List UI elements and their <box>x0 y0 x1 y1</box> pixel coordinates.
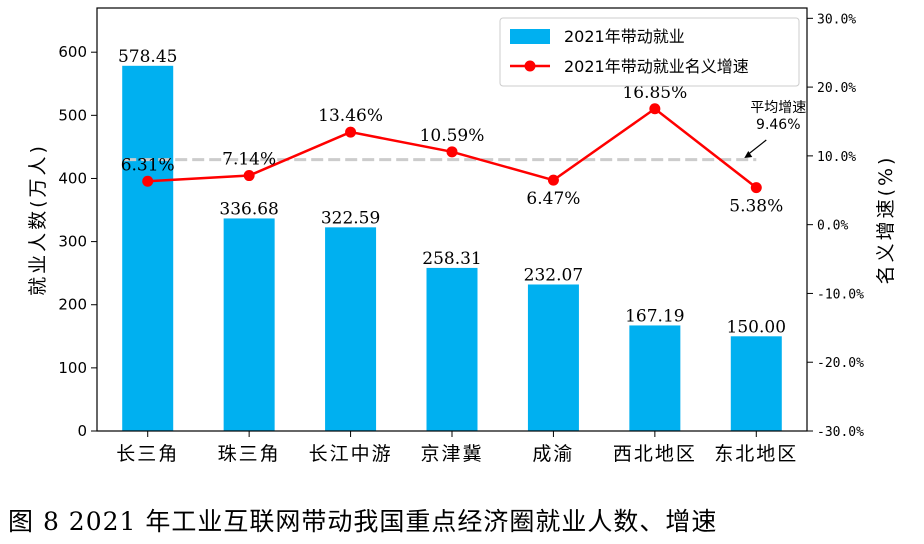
legend: 2021年带动就业 2021年带动就业名义增速 <box>499 17 800 87</box>
left-tick-label-2: 100 <box>58 359 87 377</box>
growth-value-label-3: 13.46% <box>318 106 383 126</box>
growth-value-label-2: 7.14% <box>222 150 276 170</box>
growth-point-1 <box>142 175 154 187</box>
category-label-3: 长江中游 <box>309 443 393 465</box>
bar-value-label-1: 578.45 <box>118 47 177 67</box>
growth-point-5 <box>547 174 559 186</box>
growth-point-6 <box>649 103 661 115</box>
growth-point-4 <box>446 146 458 158</box>
bar-value-label-7: 150.00 <box>727 317 786 337</box>
average-annotation-arrow <box>746 139 767 156</box>
growth-line-group <box>142 103 762 194</box>
legend-bar-swatch <box>510 29 550 44</box>
axes: 0 100 200 300 400 500 600 -30.0% -20.0% -10.0% 0.0… <box>27 7 897 465</box>
category-label-4: 京津冀 <box>420 443 483 465</box>
bar-value-label-2: 336.68 <box>219 199 278 219</box>
left-tick-label-7: 600 <box>58 43 87 61</box>
left-tick-label-3: 200 <box>58 296 87 314</box>
average-annotation-value: 9.46% <box>756 117 800 133</box>
right-tick-label-1: -30.0% <box>817 425 864 440</box>
category-label-5: 成渝 <box>532 443 574 465</box>
growth-value-label-4: 10.59% <box>420 126 485 146</box>
left-tick-label-1: 0 <box>77 422 87 440</box>
growth-value-label-5: 6.47% <box>526 189 580 209</box>
legend-box <box>499 17 800 87</box>
growth-value-label-7: 5.38% <box>729 197 783 217</box>
right-tick-label-7: 30.0% <box>817 12 856 27</box>
category-label-1: 长三角 <box>116 443 179 465</box>
bar-1 <box>122 65 174 432</box>
right-tick-label-5: 10.0% <box>817 150 856 165</box>
right-tick-label-2: -20.0% <box>817 356 864 371</box>
average-annotation-title: 平均增速 <box>750 100 806 116</box>
right-tick-label-6: 20.0% <box>817 81 856 96</box>
left-tick-label-6: 500 <box>58 106 87 124</box>
y-axis-right-title: 名义增速(%) <box>875 155 897 285</box>
right-tick-label-4: 0.0% <box>817 219 848 234</box>
legend-line-marker <box>524 60 536 72</box>
left-tick-label-4: 300 <box>58 233 87 251</box>
category-label-2: 珠三角 <box>218 443 281 465</box>
growth-point-2 <box>243 170 255 182</box>
right-tick-label-3: -10.0% <box>817 287 864 302</box>
growth-point-3 <box>345 126 357 138</box>
growth-value-label-6: 16.85% <box>622 83 687 103</box>
data-labels: 578.45 336.68 322.59 258.31 232.07 167.19 150.… <box>118 47 806 337</box>
figure-caption: 图 8 2021 年工业互联网带动我国重点经济圈就业人数、增速 <box>8 507 718 536</box>
bar-value-label-3: 322.59 <box>321 208 380 228</box>
legend-label-bar: 2021年带动就业 <box>564 27 685 46</box>
y-axis-left-title: 就业人数(万人) <box>27 143 49 296</box>
bar-4 <box>426 267 478 431</box>
bar-2 <box>223 218 275 431</box>
bar-5 <box>527 284 579 431</box>
bar-6 <box>629 325 681 431</box>
bar-7 <box>730 336 782 431</box>
average-annotation-arrowhead <box>744 151 753 158</box>
growth-value-label-1: 6.31% <box>121 155 175 175</box>
growth-point-7 <box>750 182 762 194</box>
bars <box>122 65 782 432</box>
legend-label-line: 2021年带动就业名义增速 <box>564 57 749 76</box>
bar-value-label-4: 258.31 <box>422 249 481 269</box>
bar-value-label-5: 232.07 <box>524 265 583 285</box>
category-label-6: 西北地区 <box>613 443 697 465</box>
bar-3 <box>325 227 377 431</box>
bar-value-label-6: 167.19 <box>625 306 684 326</box>
category-label-7: 东北地区 <box>714 443 798 465</box>
left-tick-label-5: 400 <box>58 169 87 187</box>
